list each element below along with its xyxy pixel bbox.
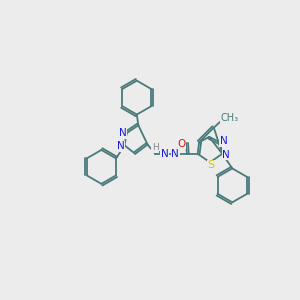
- Text: N: N: [117, 141, 124, 151]
- Text: N: N: [117, 141, 124, 151]
- Text: N: N: [220, 136, 228, 146]
- Text: N: N: [220, 136, 228, 146]
- Text: N: N: [171, 149, 179, 159]
- Text: CH₃: CH₃: [220, 112, 238, 123]
- Text: H: H: [152, 143, 159, 152]
- Text: O: O: [177, 139, 186, 149]
- Text: N: N: [222, 150, 230, 160]
- Text: N: N: [171, 149, 179, 159]
- Text: S: S: [207, 160, 214, 170]
- Text: N: N: [161, 149, 168, 159]
- Text: H: H: [177, 142, 183, 152]
- Text: N: N: [119, 128, 127, 138]
- Text: N: N: [222, 150, 230, 160]
- Text: N: N: [119, 128, 127, 138]
- Text: N: N: [161, 149, 168, 159]
